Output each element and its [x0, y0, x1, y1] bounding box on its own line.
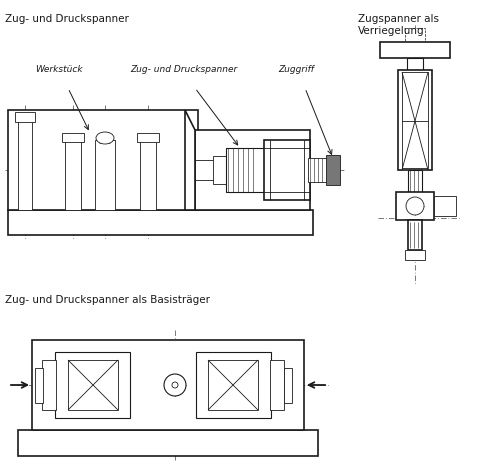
Bar: [308, 158, 328, 182]
Bar: [42, 360, 56, 410]
Bar: [284, 368, 292, 403]
Text: Werkstück: Werkstück: [35, 65, 82, 74]
Bar: [402, 72, 428, 168]
Bar: [408, 170, 422, 192]
Polygon shape: [185, 110, 195, 210]
Bar: [68, 360, 118, 410]
Bar: [15, 112, 35, 122]
Bar: [398, 70, 432, 170]
Bar: [380, 42, 450, 58]
Circle shape: [406, 197, 424, 215]
Bar: [8, 110, 198, 210]
Bar: [405, 250, 425, 260]
Bar: [18, 430, 318, 456]
Text: Zug- und Druckspanner: Zug- und Druckspanner: [130, 65, 238, 74]
Bar: [32, 340, 304, 430]
Bar: [137, 133, 159, 142]
Bar: [434, 196, 456, 216]
Bar: [407, 58, 423, 70]
Bar: [195, 130, 310, 210]
Bar: [65, 140, 81, 210]
Bar: [408, 220, 422, 250]
Bar: [396, 192, 434, 220]
Text: Zug- und Druckspanner: Zug- und Druckspanner: [5, 14, 129, 24]
Bar: [208, 360, 258, 410]
Bar: [226, 148, 266, 192]
Bar: [264, 140, 310, 200]
Bar: [270, 360, 284, 410]
Bar: [140, 140, 156, 210]
Bar: [95, 140, 115, 210]
Bar: [8, 210, 313, 235]
Bar: [326, 155, 340, 185]
Text: Zuggriff: Zuggriff: [278, 65, 314, 74]
Bar: [35, 368, 43, 403]
Bar: [196, 352, 271, 418]
Bar: [405, 28, 425, 42]
Text: Zug- und Druckspanner als Basisträger: Zug- und Druckspanner als Basisträger: [5, 295, 210, 305]
Circle shape: [172, 382, 178, 388]
Bar: [18, 120, 32, 210]
Bar: [62, 133, 84, 142]
Text: Zugspanner als
Verriegelung: Zugspanner als Verriegelung: [358, 14, 439, 36]
Ellipse shape: [96, 132, 114, 144]
Bar: [213, 156, 228, 184]
Circle shape: [164, 374, 186, 396]
Bar: [55, 352, 130, 418]
